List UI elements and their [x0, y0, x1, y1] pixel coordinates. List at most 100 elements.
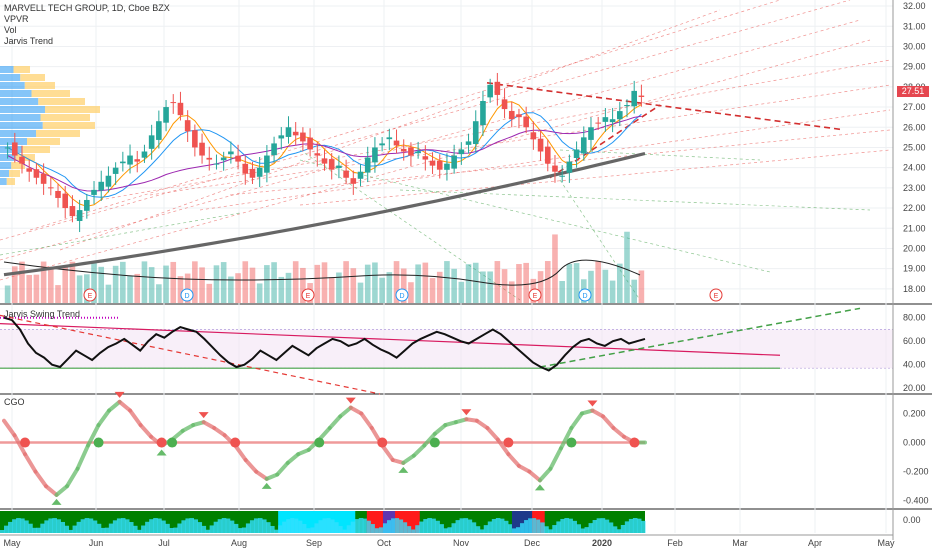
- swing-trend-pane: [0, 307, 893, 395]
- heat-strip-histogram: [624, 521, 630, 533]
- volume-bar: [84, 274, 90, 303]
- volume-bar: [19, 261, 25, 303]
- heat-strip-histogram: [342, 529, 348, 533]
- heat-strip-histogram: [96, 523, 102, 533]
- heat-strip-histogram: [391, 518, 396, 533]
- volume-profile: [0, 66, 100, 185]
- volume-bar: [364, 264, 371, 303]
- heat-strip-histogram: [60, 521, 65, 533]
- heat-strip-histogram: [334, 522, 340, 533]
- volume-bar: [242, 261, 249, 303]
- vpvr-bar-down: [6, 178, 15, 185]
- volume-bar: [98, 266, 105, 303]
- vpvr-bar-up: [0, 90, 32, 97]
- volume-bar: [62, 266, 69, 303]
- sma200-line: [3, 151, 646, 277]
- cgo-cross-dot: [503, 437, 514, 448]
- heat-strip-histogram: [592, 520, 598, 533]
- heat-strip-histogram: [459, 518, 465, 533]
- cgo-segment: [380, 443, 395, 462]
- cgo-cross-dot: [20, 437, 31, 448]
- heat-strip-pane: [0, 511, 646, 533]
- heat-strip-histogram: [536, 519, 541, 533]
- legend-vol[interactable]: Vol: [4, 25, 17, 35]
- heat-strip-histogram: [294, 518, 299, 533]
- fan-trend-line: [299, 149, 891, 206]
- dividend-marker-label: D: [184, 293, 189, 300]
- heat-strip-histogram: [503, 520, 509, 533]
- cgo-peak-triangle: [345, 397, 356, 404]
- chart-title[interactable]: MARVELL TECH GROUP, 1D, Cboe BZX: [4, 3, 170, 13]
- heat-strip-segment: [516, 511, 521, 533]
- cgo-pane-label[interactable]: CGO: [4, 397, 25, 407]
- cgo-segment: [569, 411, 584, 430]
- candle-body: [343, 170, 349, 178]
- candle-body: [98, 181, 105, 191]
- volume-bar: [76, 275, 83, 303]
- volume-bar: [127, 275, 133, 303]
- cgo-segment: [327, 414, 343, 430]
- volume-bar: [141, 261, 148, 303]
- heat-strip-segment: [342, 511, 348, 533]
- heat-strip-segment: [520, 511, 525, 533]
- cgo-segment: [96, 408, 112, 428]
- volume-bar: [458, 281, 465, 303]
- legend-jarvis-trend[interactable]: Jarvis Trend: [4, 36, 54, 46]
- volume-bar: [48, 266, 54, 303]
- volume-bar: [415, 264, 421, 303]
- candle-body: [336, 165, 342, 168]
- cgo-segment: [275, 460, 290, 477]
- heat-strip-histogram: [237, 528, 243, 533]
- heat-strip-histogram: [262, 519, 267, 533]
- support-trend-line: [0, 212, 241, 256]
- cgo-segment: [548, 446, 563, 471]
- volume-bar: [235, 273, 241, 303]
- time-tick-label: Nov: [453, 538, 470, 548]
- candle-body: [4, 147, 11, 149]
- heat-strip-histogram: [491, 519, 497, 533]
- swing-falling-line: [0, 314, 381, 395]
- heat-strip-histogram: [306, 528, 311, 533]
- volume-bar: [638, 270, 645, 303]
- heat-strip-histogram: [483, 525, 489, 533]
- candle-body: [242, 163, 249, 174]
- heat-strip-histogram: [68, 529, 74, 533]
- heat-strip-histogram: [253, 518, 259, 533]
- candle-body: [76, 210, 83, 221]
- volume-bar: [357, 282, 364, 303]
- heat-strip-histogram: [133, 525, 138, 533]
- volume-bar: [472, 262, 479, 303]
- heat-strip-histogram: [278, 525, 283, 533]
- volume-bar: [148, 267, 155, 303]
- legend-vpvr[interactable]: VPVR: [4, 14, 29, 24]
- heat-strip-histogram: [350, 521, 356, 533]
- heat-strip-histogram: [137, 529, 142, 533]
- heat-strip-histogram: [181, 520, 186, 533]
- heat-strip-histogram: [576, 524, 581, 533]
- heat-strip-histogram: [141, 525, 146, 533]
- heat-strip-histogram: [439, 524, 444, 533]
- heat-strip-segment: [407, 511, 412, 533]
- heat-strip-histogram: [407, 526, 412, 533]
- swing-pane-label[interactable]: Jarvis Swing Trend: [4, 309, 81, 319]
- price-tick-label: 23.00: [903, 183, 926, 193]
- heat-strip-histogram: [112, 520, 118, 533]
- heat-strip-histogram: [564, 518, 569, 533]
- heat-strip-histogram: [330, 519, 336, 533]
- candle-body: [62, 193, 69, 209]
- heat-strip-histogram: [0, 530, 5, 533]
- heat-strip-histogram: [620, 524, 626, 533]
- swing-tick-label: 40.00: [903, 360, 926, 370]
- volume-bar: [55, 285, 61, 303]
- heat-strip-histogram: [580, 528, 586, 533]
- volume-bar: [112, 265, 119, 303]
- candle-body: [609, 119, 616, 123]
- heat-strip-histogram: [584, 527, 590, 533]
- cgo-cross-dot: [230, 437, 241, 448]
- heat-strip-histogram: [318, 520, 323, 533]
- heat-strip-histogram: [241, 527, 247, 533]
- volume-bar: [170, 261, 177, 303]
- candle-body: [393, 140, 400, 146]
- heat-strip-histogram: [290, 518, 295, 533]
